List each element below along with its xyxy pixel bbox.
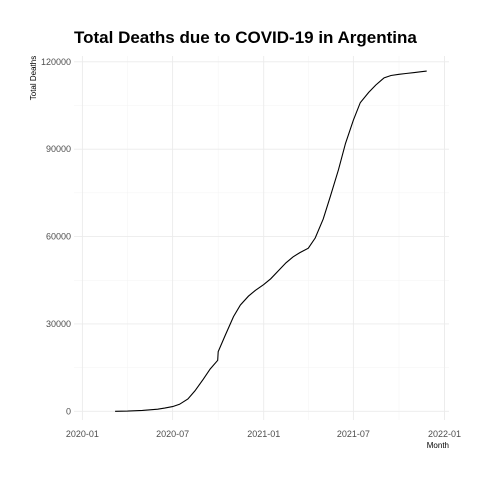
series-lines <box>115 70 427 412</box>
x-tick-label: 2022-01 <box>428 429 461 439</box>
y-tick-label: 60000 <box>46 232 71 242</box>
series-line <box>115 70 427 412</box>
y-tick-label: 90000 <box>46 144 71 154</box>
x-tick-label: 2020-07 <box>156 429 189 439</box>
x-axis-label: Month <box>427 441 449 450</box>
x-tick-label: 2020-01 <box>66 429 99 439</box>
chart-title: Total Deaths due to COVID-19 in Argentin… <box>74 28 417 47</box>
y-tick-label: 0 <box>66 406 71 416</box>
x-tick-label: 2021-07 <box>337 429 370 439</box>
y-axis-label: Total Deaths <box>29 56 38 100</box>
x-axis-ticks: 2020-01 2020-07 2021-01 2021-07 2022-01 <box>66 429 461 439</box>
y-axis-ticks: 0 30000 60000 90000 120000 <box>41 57 71 416</box>
y-tick-label: 30000 <box>46 319 71 329</box>
grid <box>74 56 449 420</box>
x-tick-label: 2021-01 <box>247 429 280 439</box>
y-tick-label: 120000 <box>41 57 71 67</box>
